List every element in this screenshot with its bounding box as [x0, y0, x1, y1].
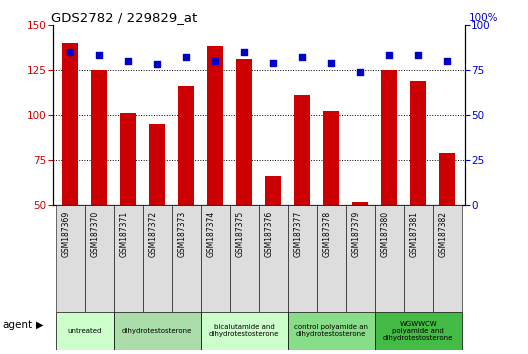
- Point: [153, 62, 162, 67]
- Text: WGWWCW
polyamide and
dihydrotestosterone: WGWWCW polyamide and dihydrotestosterone: [383, 321, 454, 341]
- Text: ▶: ▶: [36, 320, 43, 330]
- Bar: [91, 70, 107, 205]
- Bar: [114, 312, 201, 350]
- Point: [182, 55, 191, 60]
- Bar: [404, 205, 433, 312]
- Bar: [381, 70, 397, 205]
- Point: [240, 49, 249, 55]
- Bar: [294, 95, 310, 205]
- Text: GSM187369: GSM187369: [61, 211, 70, 257]
- Bar: [201, 205, 230, 312]
- Point: [66, 49, 74, 55]
- Text: GSM187379: GSM187379: [351, 211, 360, 257]
- Bar: [230, 205, 259, 312]
- Point: [443, 58, 451, 64]
- Bar: [120, 113, 136, 205]
- Text: GSM187370: GSM187370: [90, 211, 99, 257]
- Bar: [178, 86, 194, 205]
- Text: dihydrotestosterone: dihydrotestosterone: [122, 328, 192, 334]
- Text: GSM187380: GSM187380: [380, 211, 389, 257]
- Bar: [375, 312, 462, 350]
- Bar: [439, 153, 455, 205]
- Bar: [323, 112, 339, 205]
- Point: [95, 53, 103, 58]
- Text: bicalutamide and
dihydrotestosterone: bicalutamide and dihydrotestosterone: [209, 325, 279, 337]
- Text: GSM187374: GSM187374: [206, 211, 215, 257]
- Text: GDS2782 / 229829_at: GDS2782 / 229829_at: [51, 11, 197, 24]
- Text: GSM187378: GSM187378: [322, 211, 331, 257]
- Point: [385, 53, 393, 58]
- Text: GSM187377: GSM187377: [293, 211, 302, 257]
- Bar: [172, 205, 201, 312]
- Bar: [265, 176, 281, 205]
- Bar: [62, 43, 78, 205]
- Bar: [84, 205, 114, 312]
- Bar: [346, 205, 375, 312]
- Text: untreated: untreated: [68, 328, 102, 334]
- Text: 100%: 100%: [469, 13, 498, 23]
- Point: [124, 58, 133, 64]
- Bar: [201, 312, 288, 350]
- Bar: [143, 205, 172, 312]
- Bar: [207, 46, 223, 205]
- Bar: [259, 205, 288, 312]
- Point: [273, 299, 281, 304]
- Bar: [288, 205, 317, 312]
- Text: GSM187381: GSM187381: [409, 211, 418, 257]
- Point: [211, 58, 220, 64]
- Bar: [317, 205, 346, 312]
- Bar: [114, 205, 143, 312]
- Text: GSM187376: GSM187376: [264, 211, 273, 257]
- Point: [298, 55, 306, 60]
- Point: [327, 60, 335, 65]
- Bar: [352, 202, 368, 205]
- Point: [414, 53, 422, 58]
- Point: [269, 60, 277, 65]
- Bar: [236, 59, 252, 205]
- Bar: [55, 205, 84, 312]
- Text: GSM187371: GSM187371: [119, 211, 128, 257]
- Bar: [149, 124, 165, 205]
- Bar: [288, 312, 375, 350]
- Bar: [410, 81, 426, 205]
- Text: GSM187375: GSM187375: [235, 211, 244, 257]
- Text: control polyamide an
dihydrotestosterone: control polyamide an dihydrotestosterone: [294, 325, 368, 337]
- Point: [356, 69, 364, 75]
- Point: [273, 86, 281, 92]
- Bar: [433, 205, 462, 312]
- Text: agent: agent: [3, 320, 33, 330]
- Bar: [55, 312, 114, 350]
- Text: GSM187373: GSM187373: [177, 211, 186, 257]
- Text: GSM187372: GSM187372: [148, 211, 157, 257]
- Bar: [375, 205, 404, 312]
- Text: GSM187382: GSM187382: [438, 211, 447, 257]
